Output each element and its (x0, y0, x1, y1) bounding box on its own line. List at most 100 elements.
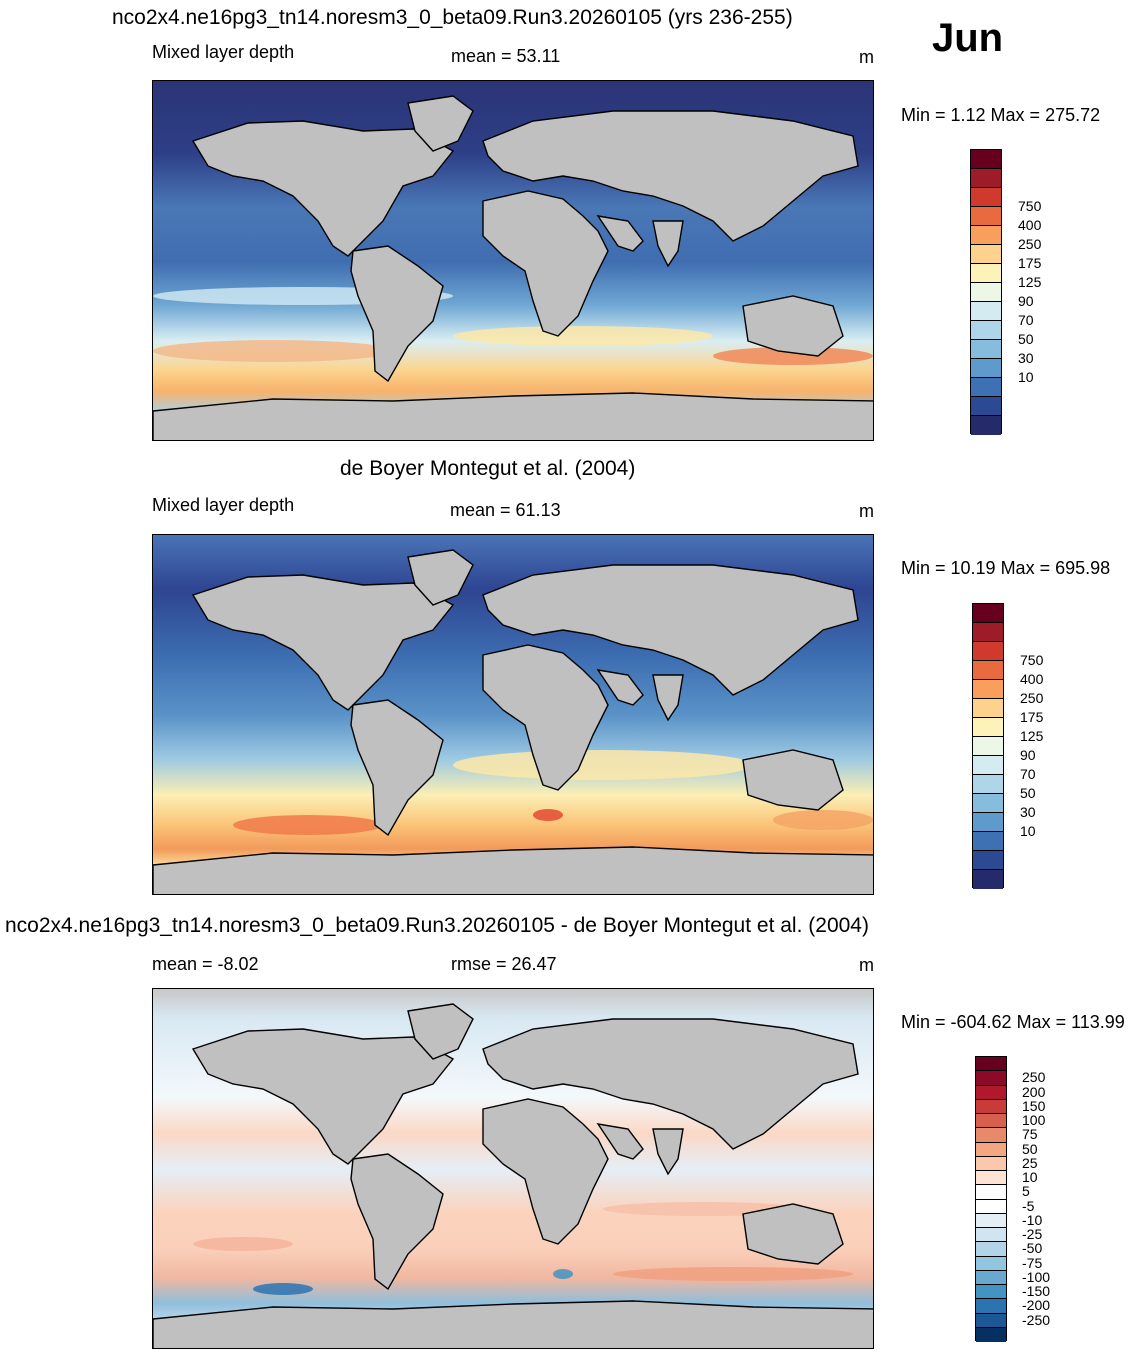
panel1-title: nco2x4.ne16pg3_tn14.noresm3_0_beta09.Run… (112, 6, 793, 29)
landmass (153, 1300, 873, 1348)
panel2-map (152, 534, 874, 895)
landmass (350, 245, 444, 383)
colorbar-swatch (973, 737, 1003, 756)
landmass (191, 120, 455, 257)
colorbar-tick-label: -250 (1022, 1311, 1051, 1328)
colorbar-tick-label: -75 (1022, 1254, 1043, 1271)
landmass (153, 392, 873, 440)
colorbar-swatch (976, 1256, 1006, 1271)
panel3-map (152, 988, 874, 1349)
colorbar-swatch (973, 623, 1003, 642)
panel1-units: m (859, 47, 874, 67)
panel3-colorbar (975, 1056, 1007, 1342)
colorbar-tick-label: 150 (1022, 1097, 1046, 1114)
landmass (652, 674, 684, 722)
colorbar-tick-label: 5 (1022, 1183, 1030, 1200)
colorbar-tick-label: -10 (1022, 1211, 1043, 1228)
colorbar-swatch (973, 813, 1003, 832)
colorbar-tick-label: 50 (1022, 1140, 1038, 1157)
colorbar-swatch (971, 245, 1001, 264)
colorbar-swatch (976, 1057, 1006, 1072)
landmass (596, 215, 644, 252)
panel2-colorbar (972, 603, 1004, 889)
colorbar-swatch (976, 1327, 1006, 1342)
colorbar-tick-label: 400 (1020, 671, 1044, 687)
colorbar-swatch (973, 718, 1003, 737)
landmass (742, 749, 844, 811)
colorbar-swatch (976, 1270, 1006, 1285)
colorbar-swatch (976, 1099, 1006, 1114)
field-feature (193, 1237, 293, 1251)
map-canvas (153, 535, 873, 894)
landmass (482, 644, 609, 791)
field-feature (533, 809, 563, 821)
colorbar-swatch (971, 150, 1001, 169)
colorbar-swatch (971, 188, 1001, 207)
field-feature (233, 815, 383, 835)
colorbar-tick-label: 10 (1018, 369, 1034, 385)
landmass (482, 190, 609, 337)
panel2-units: m (859, 501, 874, 521)
colorbar-tick-label: 175 (1020, 709, 1044, 725)
colorbar-swatch (973, 604, 1003, 623)
colorbar-swatch (971, 207, 1001, 226)
colorbar-tick-label: 70 (1018, 312, 1034, 328)
panel2-title: de Boyer Montegut et al. (2004) (340, 457, 636, 480)
landmass (596, 1123, 644, 1160)
colorbar-swatch (971, 283, 1001, 302)
colorbar-swatch (971, 321, 1001, 340)
colorbar-swatch (971, 359, 1001, 378)
colorbar-tick-label: 100 (1022, 1112, 1046, 1129)
colorbar-swatch (976, 1085, 1006, 1100)
landmass (482, 564, 859, 696)
colorbar-tick-label: 90 (1020, 747, 1036, 763)
colorbar-swatch (971, 397, 1001, 416)
field-feature (253, 1283, 313, 1295)
colorbar-swatch (976, 1171, 1006, 1186)
colorbar-swatch (976, 1071, 1006, 1086)
panel2-minmax: Min = 10.19 Max = 695.98 (901, 558, 1111, 578)
colorbar-swatch (976, 1299, 1006, 1314)
colorbar-swatch (976, 1313, 1006, 1328)
colorbar-tick-label: -150 (1022, 1283, 1051, 1300)
colorbar-swatch (971, 416, 1001, 435)
landmass (407, 95, 474, 152)
month-label: Jun (932, 16, 1004, 60)
panel3-minmax: Min = -604.62 Max = 113.99 (901, 1012, 1125, 1032)
colorbar-swatch (976, 1156, 1006, 1171)
colorbar-tick-label: 125 (1020, 728, 1044, 744)
panel3-mean: mean = -8.02 (152, 954, 259, 974)
panel3-rmse: rmse = 26.47 (451, 954, 557, 974)
colorbar-tick-label: 250 (1022, 1069, 1046, 1086)
colorbar-swatch (976, 1142, 1006, 1157)
colorbar-swatch (976, 1285, 1006, 1300)
colorbar-tick-label: 70 (1020, 766, 1036, 782)
colorbar-tick-label: 50 (1018, 331, 1034, 347)
colorbar-tick-label: 90 (1018, 293, 1034, 309)
colorbar-swatch (976, 1199, 1006, 1214)
field-feature (553, 1269, 573, 1279)
colorbar-tick-label: 400 (1018, 217, 1042, 233)
colorbar-swatch (971, 226, 1001, 245)
colorbar-tick-label: 250 (1020, 690, 1044, 706)
colorbar-swatch (976, 1228, 1006, 1243)
colorbar-tick-label: 25 (1022, 1154, 1038, 1171)
colorbar-tick-label: 250 (1018, 236, 1042, 252)
panel1-colorbar-labels: 750 400 250 175 125 90 70 50 30 10 (1018, 149, 1078, 434)
panel1-mean: mean = 53.11 (451, 46, 561, 66)
landmass (482, 1098, 609, 1245)
panel2-colorbar-labels: 750 400 250 175 125 90 70 50 30 10 (1020, 603, 1080, 888)
landmass (652, 1128, 684, 1176)
map-canvas (153, 81, 873, 440)
panel1-minmax: Min = 1.12 Max = 275.72 (901, 105, 1101, 125)
colorbar-swatch (973, 870, 1003, 889)
colorbar-swatch (976, 1128, 1006, 1143)
colorbar-swatch (976, 1114, 1006, 1129)
colorbar-swatch (976, 1242, 1006, 1257)
colorbar-swatch (973, 775, 1003, 794)
field-feature (453, 326, 713, 346)
panel1-colorbar (970, 149, 1002, 435)
landmass (191, 574, 455, 711)
colorbar-tick-label: 175 (1018, 255, 1042, 271)
panel3-units: m (859, 955, 874, 975)
